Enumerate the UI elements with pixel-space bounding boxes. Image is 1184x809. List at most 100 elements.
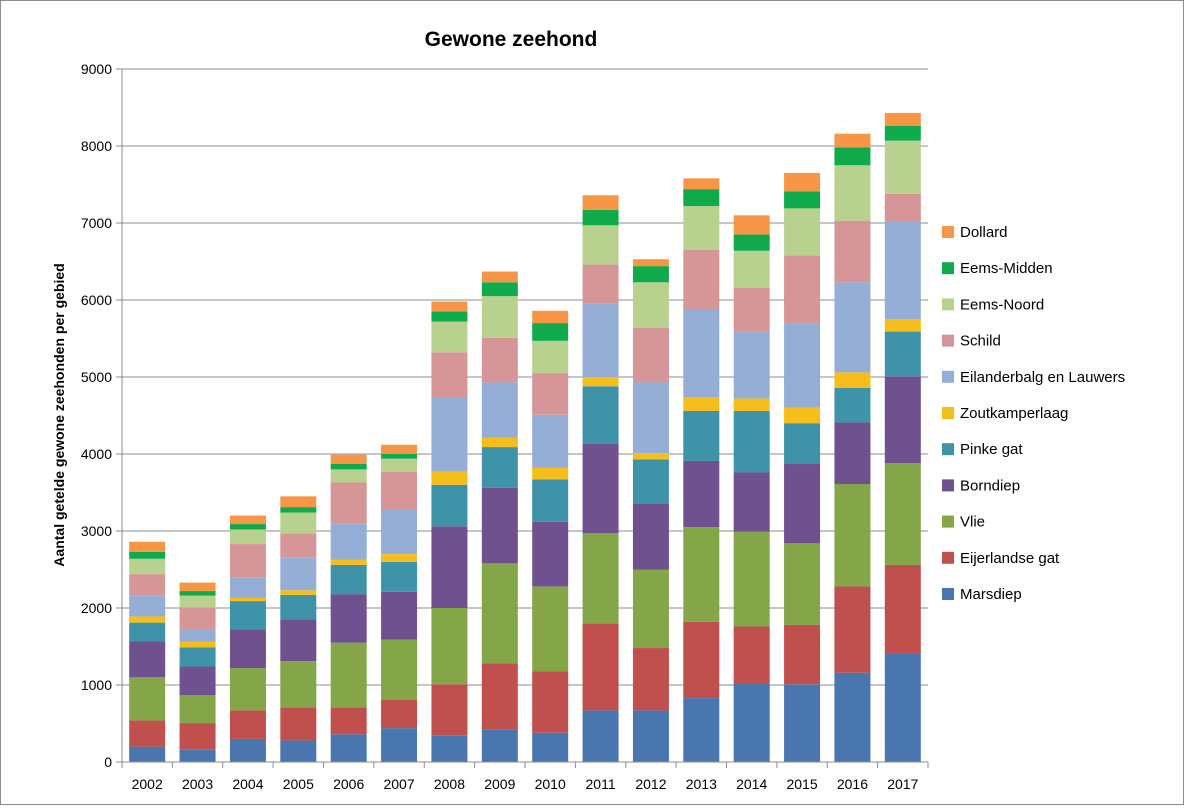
y-tick-label: 5000 [81, 369, 112, 385]
legend-label: Dollard [960, 224, 1008, 241]
bar-segment-zoutkamperlaag-2010 [532, 467, 569, 480]
bar-segment-pinke-gat-2005 [280, 594, 317, 620]
bar-segment-zoutkamperlaag-2008 [431, 471, 468, 485]
bar-segment-pinke-gat-2004 [229, 601, 266, 630]
y-tick-label: 9000 [81, 61, 112, 77]
bar-segment-eems-noord-2013 [683, 206, 720, 250]
bar-segment-dollard-2008 [431, 301, 468, 312]
bar-segment-eilanderbalg-en-lauwers-2015 [784, 323, 821, 408]
bar-segment-eijerlandse-gat-2008 [431, 684, 468, 736]
legend-swatch [942, 588, 954, 600]
bar-segment-eilanderbalg-en-lauwers-2013 [683, 310, 720, 398]
bar-segment-schild-2012 [632, 327, 669, 383]
bar-segment-eilanderbalg-en-lauwers-2002 [129, 595, 166, 617]
bar-segment-marsdiep-2016 [834, 672, 871, 762]
bar-segment-eems-midden-2010 [532, 323, 569, 341]
bar-segment-marsdiep-2003 [179, 749, 216, 762]
legend-swatch [942, 370, 954, 383]
bar-segment-eilanderbalg-en-lauwers-2010 [532, 414, 569, 468]
bar-segment-eems-midden-2004 [229, 524, 266, 530]
bar-segment-eems-midden-2007 [381, 454, 418, 459]
bar-segment-marsdiep-2002 [129, 746, 166, 762]
legend-label: Schild [960, 333, 1001, 350]
bar-segment-borndiep-2009 [481, 487, 518, 564]
bar-segment-dollard-2014 [733, 215, 770, 235]
bar-segment-zoutkamperlaag-2017 [884, 319, 921, 332]
bar-segment-vlie-2004 [229, 668, 266, 711]
bar-segment-eilanderbalg-en-lauwers-2016 [834, 282, 871, 373]
bar-segment-eijerlandse-gat-2015 [784, 624, 821, 685]
bar-segment-pinke-gat-2017 [884, 331, 921, 377]
bar-segment-dollard-2006 [330, 454, 367, 465]
legend-swatch [942, 443, 954, 456]
bar-segment-pinke-gat-2015 [784, 423, 821, 465]
x-tick-label: 2014 [736, 776, 767, 792]
bar-segment-zoutkamperlaag-2002 [129, 616, 166, 623]
legend-swatch [942, 551, 954, 564]
bar-segment-dollard-2002 [129, 541, 166, 552]
legend-swatch [942, 262, 954, 275]
bar-segment-eijerlandse-gat-2004 [229, 710, 266, 739]
bar-segment-dollard-2010 [532, 310, 569, 324]
bar-segment-eems-midden-2012 [632, 266, 669, 283]
y-tick-label: 1000 [81, 677, 112, 693]
bar-segment-vlie-2007 [381, 639, 418, 700]
y-tick-label: 4000 [81, 446, 112, 462]
bar-segment-marsdiep-2007 [381, 728, 418, 762]
bar-segment-eems-noord-2006 [330, 469, 367, 483]
bar-segment-schild-2003 [179, 607, 216, 630]
bar-segment-marsdiep-2014 [733, 683, 770, 762]
bar-segment-vlie-2014 [733, 531, 770, 627]
legend-swatch [942, 515, 954, 528]
bar-segment-borndiep-2005 [280, 619, 317, 662]
bar-segment-eems-noord-2011 [582, 225, 619, 265]
x-tick-label: 2005 [283, 776, 314, 792]
bar-segment-schild-2005 [280, 533, 317, 558]
x-tick-label: 2009 [484, 776, 515, 792]
bar-segment-marsdiep-2006 [330, 734, 367, 762]
legend-swatch [942, 226, 954, 238]
bar-segment-dollard-2009 [481, 271, 518, 283]
bar-segment-dollard-2015 [784, 172, 821, 192]
bar-segment-eems-midden-2006 [330, 464, 367, 470]
bar-segment-vlie-2011 [582, 533, 619, 624]
bar-segment-schild-2002 [129, 574, 166, 596]
bar-segment-eijerlandse-gat-2014 [733, 626, 770, 684]
bar-segment-eems-noord-2007 [381, 458, 418, 472]
bar-segment-zoutkamperlaag-2015 [784, 407, 821, 424]
bar-segment-eems-midden-2011 [582, 209, 619, 226]
x-tick-label: 2003 [182, 776, 213, 792]
bar-segment-zoutkamperlaag-2003 [179, 641, 216, 648]
bar-segment-eems-noord-2015 [784, 208, 821, 256]
bar-segment-schild-2011 [582, 264, 619, 304]
bar-segment-eems-noord-2005 [280, 512, 317, 534]
bar-segment-vlie-2005 [280, 661, 317, 708]
bar-segment-borndiep-2006 [330, 594, 367, 643]
bar-segment-eijerlandse-gat-2005 [280, 707, 317, 741]
bar-segment-eems-midden-2014 [733, 234, 770, 251]
y-tick-label: 2000 [81, 600, 112, 616]
bar-segment-eilanderbalg-en-lauwers-2009 [481, 382, 518, 438]
legend-swatch [942, 407, 954, 419]
bar-segment-eems-noord-2004 [229, 529, 266, 545]
bar-segment-marsdiep-2008 [431, 735, 468, 762]
bar-segment-eems-noord-2012 [632, 282, 669, 328]
bar-segment-borndiep-2007 [381, 591, 418, 640]
bar-segment-eilanderbalg-en-lauwers-2003 [179, 629, 216, 642]
bar-segment-zoutkamperlaag-2009 [481, 437, 518, 448]
legend-swatch [942, 334, 954, 347]
bar-segment-eijerlandse-gat-2010 [532, 671, 569, 733]
bar-segment-eems-noord-2014 [733, 250, 770, 288]
bar-segment-borndiep-2017 [884, 376, 921, 464]
x-tick-label: 2010 [535, 776, 566, 792]
bar-segment-eems-midden-2005 [280, 507, 317, 513]
bar-segment-eems-midden-2008 [431, 311, 468, 322]
x-tick-label: 2002 [132, 776, 163, 792]
x-tick-label: 2004 [232, 776, 263, 792]
bar-segment-schild-2015 [784, 255, 821, 324]
bar-segment-vlie-2006 [330, 642, 367, 708]
bar-segment-eijerlandse-gat-2017 [884, 564, 921, 654]
bar-segment-eems-noord-2008 [431, 321, 468, 353]
bar-segment-vlie-2016 [834, 484, 871, 587]
